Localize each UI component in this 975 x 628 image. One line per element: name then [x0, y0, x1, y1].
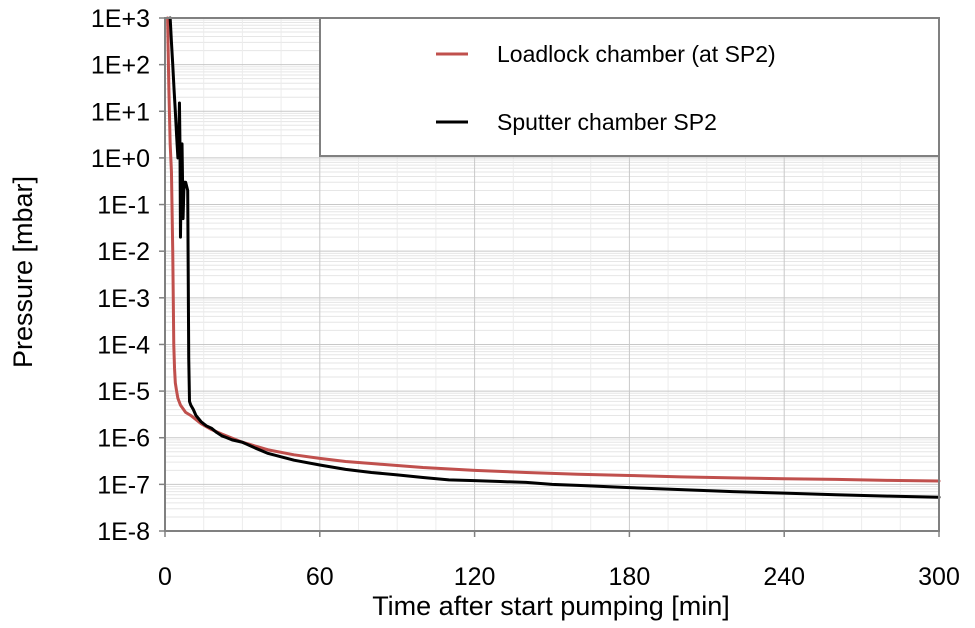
x-tick-label: 0: [158, 563, 172, 591]
y-tick-label: 1E+3: [91, 5, 150, 33]
legend-label-loadlock: Loadlock chamber (at SP2): [497, 41, 776, 67]
x-axis-label: Time after start pumping [min]: [372, 591, 730, 621]
y-tick-label: 1E-4: [97, 331, 150, 359]
tick-labels: 0 60 120 180 240 300 1E-8 1E-7 1E-6 1E-5 1E-4 1E-3 1…: [91, 5, 960, 591]
x-tick-label: 300: [918, 563, 960, 591]
legend: Loadlock chamber (at SP2) Sputter chambe…: [319, 17, 940, 157]
x-tick-label: 120: [454, 563, 496, 591]
y-tick-label: 1E-1: [97, 192, 150, 220]
y-axis-label: Pressure [mbar]: [8, 176, 38, 368]
y-tick-label: 1E-8: [97, 518, 150, 546]
y-tick-label: 1E+2: [91, 52, 150, 80]
y-tick-label: 1E-6: [97, 425, 150, 453]
y-tick-label: 1E-3: [97, 285, 150, 313]
y-tick-label: 1E+0: [91, 145, 150, 173]
series-line-sputter: [168, 16, 941, 499]
series-layer: [166, 16, 941, 499]
legend-box: [319, 17, 940, 157]
legend-label-sputter: Sputter chamber SP2: [497, 109, 717, 135]
y-tick-label: 1E-2: [97, 238, 150, 266]
y-tick-label: 1E-7: [97, 471, 150, 499]
x-tick-label: 180: [609, 563, 651, 591]
x-tick-label: 240: [763, 563, 805, 591]
y-tick-label: 1E-5: [97, 378, 150, 406]
series-line-loadlock: [166, 16, 941, 483]
x-tick-label: 60: [306, 563, 334, 591]
y-tick-label: 1E+1: [91, 98, 150, 126]
